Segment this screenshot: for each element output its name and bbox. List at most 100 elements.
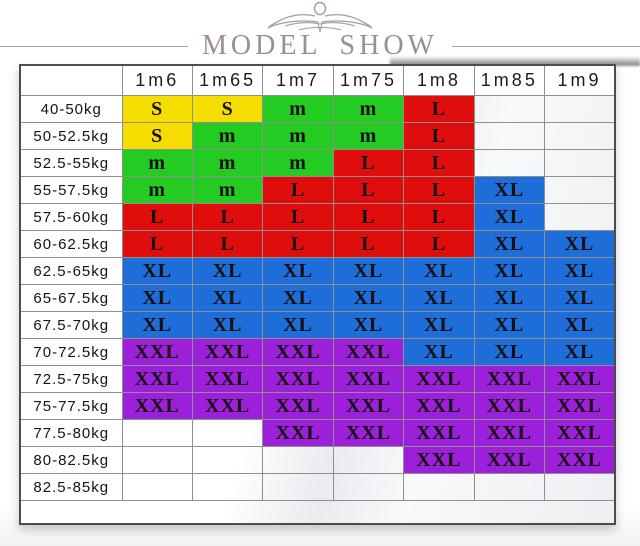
size-cell: XXL: [403, 419, 475, 447]
crown-flourish-icon: [265, 1, 375, 33]
weight-label: 80-82.5kg: [19, 446, 123, 474]
weight-label: 75-77.5kg: [19, 392, 123, 420]
height-column-header: 1m9: [544, 64, 616, 96]
size-cell: L: [121, 203, 193, 231]
size-cell: XXL: [191, 338, 264, 366]
empty-cell: [121, 473, 193, 501]
weight-label: 52.5-55kg: [19, 149, 123, 177]
size-cell: m: [121, 149, 193, 177]
size-cell: L: [403, 122, 475, 150]
height-column-header: 1m8: [403, 64, 475, 96]
weight-label: 55-57.5kg: [19, 176, 123, 204]
table-header: 1m6 1m65 1m7 1m75 1m8 1m85 1m9: [19, 64, 616, 96]
table-row: 57.5-60kg L L L L L XL: [19, 203, 616, 231]
table-row: 75-77.5kg XXL XXL XXL XXL XXL XXL XXL: [19, 392, 616, 420]
size-cell: m: [191, 122, 264, 150]
empty-cell: [403, 473, 475, 501]
height-column-header: 1m7: [262, 64, 334, 96]
size-cell: m: [262, 149, 334, 177]
size-cell: XL: [403, 311, 475, 339]
filler-row: [19, 500, 616, 525]
weight-label: 40-50kg: [19, 95, 123, 123]
size-cell: XXL: [544, 392, 616, 420]
weight-label: 72.5-75kg: [19, 365, 123, 393]
size-cell: XXL: [191, 392, 264, 420]
size-cell: XXL: [262, 338, 334, 366]
size-cell: XL: [544, 257, 616, 285]
empty-cell: [262, 473, 334, 501]
empty-cell: [473, 122, 546, 150]
empty-cell: [191, 446, 264, 474]
size-cell: m: [191, 176, 264, 204]
weight-label: 67.5-70kg: [19, 311, 123, 339]
size-cell: XL: [121, 311, 193, 339]
table-row: 70-72.5kg XXL XXL XXL XXL XL XL XL: [19, 338, 616, 366]
weight-label: 70-72.5kg: [19, 338, 123, 366]
size-cell: XXL: [332, 419, 405, 447]
table-row: 52.5-55kg m m m L L: [19, 149, 616, 177]
size-cell: L: [262, 203, 334, 231]
table-row: 65-67.5kg XL XL XL XL XL XL XL: [19, 284, 616, 312]
size-cell: XL: [262, 311, 334, 339]
filler-cell: [19, 500, 616, 525]
size-cell: XL: [473, 230, 546, 258]
size-cell: XL: [473, 338, 546, 366]
table-row: 62.5-65kg XL XL XL XL XL XL XL: [19, 257, 616, 285]
size-cell: L: [403, 95, 475, 123]
size-cell: L: [403, 149, 475, 177]
empty-cell: [121, 446, 193, 474]
section-header: MODEL SHOW: [0, 30, 640, 62]
table-row: 67.5-70kg XL XL XL XL XL XL XL: [19, 311, 616, 339]
header-row: 1m6 1m65 1m7 1m75 1m8 1m85 1m9: [19, 64, 616, 96]
size-cell: L: [191, 203, 264, 231]
size-cell: XL: [191, 311, 264, 339]
size-cell: XL: [262, 257, 334, 285]
empty-cell: [332, 446, 405, 474]
size-cell: m: [191, 149, 264, 177]
size-cell: m: [121, 176, 193, 204]
size-cell: L: [121, 230, 193, 258]
empty-cell: [544, 149, 616, 177]
size-cell: XL: [473, 257, 546, 285]
size-cell: XXL: [262, 419, 334, 447]
size-cell: XXL: [121, 365, 193, 393]
size-cell: L: [262, 230, 334, 258]
empty-cell: [544, 176, 616, 204]
size-cell: XXL: [121, 338, 193, 366]
page-title: MODEL SHOW: [202, 30, 438, 61]
size-cell: XL: [544, 230, 616, 258]
size-cell: XL: [191, 284, 264, 312]
size-cell: S: [121, 95, 193, 123]
size-cell: XXL: [332, 392, 405, 420]
size-cell: XL: [473, 311, 546, 339]
photo-shadow: [390, 56, 640, 66]
table-row: 72.5-75kg XXL XXL XXL XXL XXL XXL XXL: [19, 365, 616, 393]
size-cell: XXL: [262, 365, 334, 393]
size-cell: L: [403, 203, 475, 231]
weight-label: 82.5-85kg: [19, 473, 123, 501]
size-cell: XXL: [473, 446, 546, 474]
height-column-header: 1m85: [473, 64, 546, 96]
size-cell: XXL: [403, 392, 475, 420]
size-cell: XL: [544, 311, 616, 339]
empty-cell: [473, 473, 546, 501]
weight-label: 77.5-80kg: [19, 419, 123, 447]
weight-label: 62.5-65kg: [19, 257, 123, 285]
weight-label: 65-67.5kg: [19, 284, 123, 312]
size-cell: L: [332, 149, 405, 177]
table-row: 82.5-85kg: [19, 473, 616, 501]
empty-cell: [191, 419, 264, 447]
height-column-header: 1m6: [121, 64, 193, 96]
size-cell: XL: [121, 284, 193, 312]
size-cell: XL: [473, 176, 546, 204]
weight-label: 60-62.5kg: [19, 230, 123, 258]
size-cell: XXL: [121, 392, 193, 420]
table-row: 77.5-80kg XXL XXL XXL XXL XXL: [19, 419, 616, 447]
size-cell: XL: [403, 284, 475, 312]
weight-label: 50-52.5kg: [19, 122, 123, 150]
size-cell: L: [332, 203, 405, 231]
